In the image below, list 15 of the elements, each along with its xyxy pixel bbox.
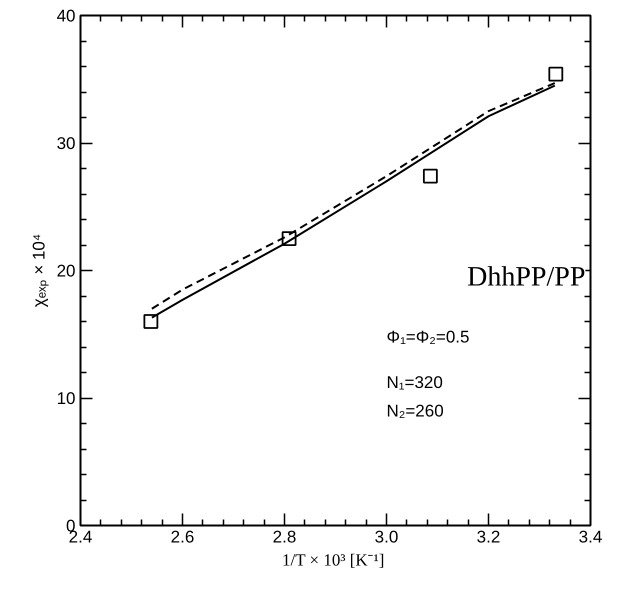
annotation: N₁=320 xyxy=(386,373,443,392)
x-tick-label: 2.8 xyxy=(272,528,296,546)
y-tick-label: 30 xyxy=(56,134,76,153)
annotation: Φ₁=Φ₂=0.5 xyxy=(386,327,470,346)
x-tick-label: 3.2 xyxy=(476,528,500,546)
y-tick-label: 20 xyxy=(56,262,76,280)
y-tick-label: 40 xyxy=(56,6,76,26)
y-axis-title: χₑₓₚ × 10⁴ xyxy=(30,234,50,308)
annotation: DhhPP/PP xyxy=(467,261,586,292)
y-tick-label: 10 xyxy=(56,389,76,408)
x-axis-title: 1/T × 10³ [K⁻¹] xyxy=(282,550,384,570)
annotation: N₂=260 xyxy=(386,401,444,420)
x-tick-label: 2.6 xyxy=(170,528,194,546)
x-tick-label: 3.0 xyxy=(374,528,398,546)
x-tick-label: 3.4 xyxy=(578,528,602,546)
